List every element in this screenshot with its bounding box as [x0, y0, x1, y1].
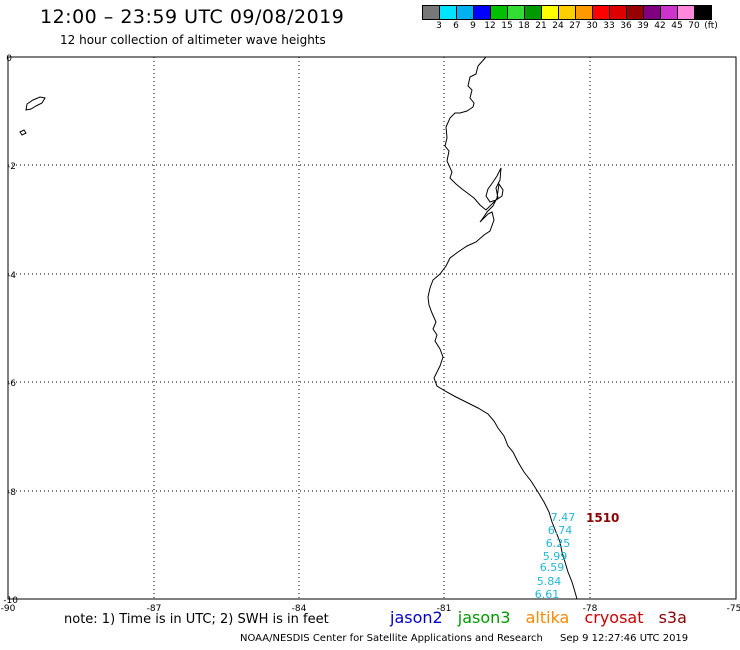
- swh-value-label: 6.25: [546, 537, 571, 550]
- legend-label: 3: [436, 21, 442, 31]
- legend-label: 12: [484, 21, 496, 31]
- footer: NOAA/NESDIS Center for Satellite Applica…: [240, 633, 702, 644]
- y-tick-label: -2: [7, 162, 16, 172]
- footer-credit: NOAA/NESDIS Center for Satellite Applica…: [240, 633, 543, 644]
- legend-swatch: [694, 5, 712, 20]
- legend-swatch: [592, 5, 610, 20]
- legend-label: 30: [586, 21, 598, 31]
- x-tick-label: -87: [147, 604, 162, 614]
- swh-value-label: 6.74: [548, 524, 573, 537]
- legend-label: 70: [688, 21, 700, 31]
- grid-lines: [8, 57, 736, 599]
- legend-label: (ft): [704, 21, 718, 31]
- swh-value-label: 5.84: [537, 575, 562, 588]
- coastline: [427, 56, 578, 600]
- legend-swatch: [626, 5, 644, 20]
- x-tick-label: -78: [583, 604, 598, 614]
- x-tick-label: -84: [292, 604, 307, 614]
- legend-label: 21: [535, 21, 547, 31]
- legend-label: 42: [654, 21, 666, 31]
- pass-id-label: 1510: [586, 511, 619, 525]
- x-tick-label: -90: [1, 604, 16, 614]
- legend-label: 9: [470, 21, 476, 31]
- y-tick-label: -8: [7, 488, 16, 498]
- legend-label: 36: [620, 21, 632, 31]
- footer-timestamp: Sep 9 12:27:46 UTC 2019: [560, 633, 689, 644]
- y-tick-label: 0: [6, 54, 12, 64]
- legend-swatch: [677, 5, 695, 20]
- galapagos-island: [25, 96, 46, 111]
- x-tick-label: -75: [727, 604, 740, 614]
- satellite-s3a: s3a: [658, 608, 687, 627]
- legend-swatch: [456, 5, 474, 20]
- legend-label: 45: [671, 21, 683, 31]
- swh-value-label: 6.59: [540, 561, 565, 574]
- legend-label: 39: [637, 21, 649, 31]
- legend-label: 15: [501, 21, 513, 31]
- x-tick-label: -81: [437, 604, 452, 614]
- legend-swatch: [524, 5, 542, 20]
- legend-swatch: [422, 5, 440, 20]
- legend-label: 33: [603, 21, 615, 31]
- satellite-jason2: jason2: [390, 608, 443, 627]
- legend-swatch: [473, 5, 491, 20]
- legend-label: 6: [453, 21, 459, 31]
- legend-swatch: [575, 5, 593, 20]
- legend-label: 27: [569, 21, 581, 31]
- satellite-cryosat: cryosat: [584, 608, 644, 627]
- page-title: 12:00 – 23:59 UTC 09/08/2019: [40, 6, 345, 28]
- satellite-altika: altika: [525, 608, 570, 627]
- legend-swatch: [660, 5, 678, 20]
- swh-value-label: 5.99: [543, 550, 568, 563]
- x-axis-labels: -90 -87 -84 -81 -78 -75: [1, 604, 740, 614]
- legend-swatch: [558, 5, 576, 20]
- units-note: note: 1) Time is in UTC; 2) SWH is in fe…: [64, 612, 329, 627]
- legend-label: 24: [552, 21, 564, 31]
- page-subtitle: 12 hour collection of altimeter wave hei…: [60, 33, 326, 47]
- satellite-key: jason2 jason3 altika cryosat s3a: [390, 608, 697, 627]
- y-axis-labels: 0 -2 -4 -6 -8 -10: [3, 54, 18, 606]
- legend-swatch: [541, 5, 559, 20]
- y-tick-label: -4: [7, 271, 16, 281]
- map-frame: [7, 56, 737, 600]
- legend-labels: 3 6 9 12 15 18 21 24 27 30 33 36 39 42 45 70 (ft): [422, 20, 718, 32]
- legend-swatch: [609, 5, 627, 20]
- swh-value-label: 7.47: [551, 511, 576, 524]
- legend-label: 18: [518, 21, 530, 31]
- galapagos-island-small: [19, 129, 27, 136]
- color-legend: 3 6 9 12 15 18 21 24 27 30 33 36 39 42 45 70 (ft): [422, 5, 718, 32]
- satellite-jason3: jason3: [457, 608, 511, 627]
- legend-swatch: [439, 5, 457, 20]
- legend-swatch: [643, 5, 661, 20]
- swh-observations: 7.47 6.74 6.25 5.99 6.59 5.84 6.61: [535, 511, 576, 601]
- swh-value-label: 6.61: [535, 588, 560, 601]
- legend-swatch: [490, 5, 508, 20]
- y-tick-label: -6: [7, 379, 16, 389]
- legend-swatch: [507, 5, 525, 20]
- y-tick-label: -10: [3, 596, 18, 606]
- legend-swatches: [422, 5, 712, 20]
